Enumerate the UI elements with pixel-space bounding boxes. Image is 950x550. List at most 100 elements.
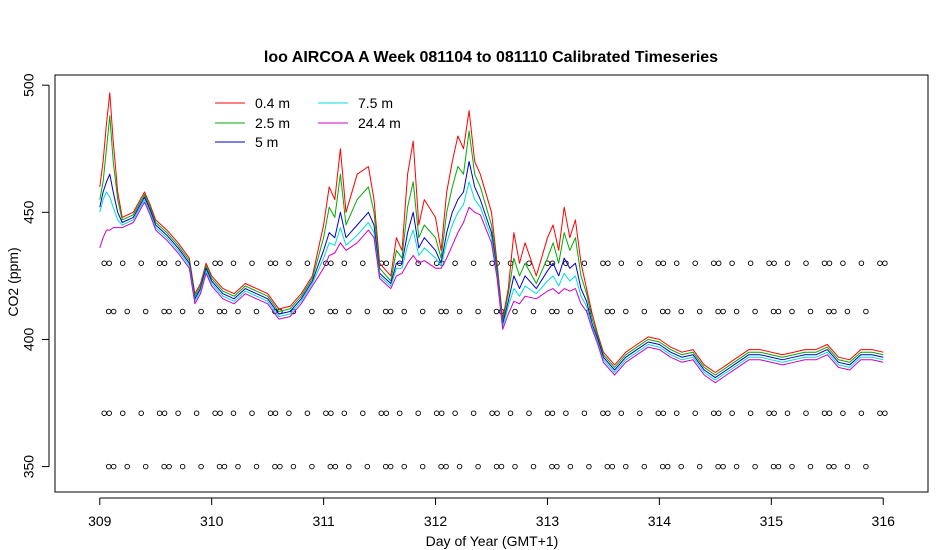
marker-point (831, 463, 837, 470)
y-tick-label: 350 (21, 455, 37, 479)
marker-point (193, 260, 200, 266)
marker-point (119, 260, 126, 266)
marker-point (618, 260, 625, 266)
marker-point (733, 463, 740, 470)
marker-point (600, 260, 606, 266)
marker-point (770, 463, 777, 470)
y-tick-label: 400 (21, 328, 37, 352)
marker-point (249, 410, 255, 416)
marker-point (840, 410, 846, 416)
y-axis: 350 400 450 500 (21, 73, 50, 479)
marker-point (138, 260, 144, 266)
legend-label: 5 m (255, 134, 278, 150)
marker-point (456, 463, 463, 470)
marker-point (770, 308, 777, 315)
marker-point (106, 410, 112, 416)
marker-point (826, 410, 833, 416)
marker-point (328, 260, 334, 266)
marker-point (286, 260, 292, 266)
marker-point (475, 308, 481, 315)
marker-point (124, 463, 130, 470)
marker-point (623, 308, 629, 315)
x-axis-label: Day of Year (GMT+1) (426, 533, 559, 549)
marker-point (526, 260, 532, 266)
marker-point (489, 260, 495, 266)
marker-point (443, 308, 449, 315)
marker-point (858, 260, 865, 266)
marker-point (105, 463, 112, 470)
marker-point (346, 308, 352, 315)
marker-point (364, 308, 371, 315)
marker-point (637, 260, 643, 266)
marker-point (766, 260, 772, 266)
marker-point (309, 308, 315, 315)
marker-point (549, 308, 555, 315)
marker-point (290, 308, 297, 315)
marker-point (272, 410, 279, 416)
marker-point (882, 260, 888, 266)
marker-point (166, 308, 172, 315)
legend-label: 24.4 m (358, 115, 401, 131)
marker-point (332, 463, 339, 470)
legend: 0.4 m 2.5 m 5 m 7.5 m 24.4 m (215, 95, 401, 150)
marker-point (710, 260, 717, 266)
marker-point (161, 410, 168, 416)
marker-point (332, 308, 339, 315)
marker-point (110, 463, 117, 470)
marker-point (660, 410, 667, 416)
marker-point (831, 308, 837, 315)
marker-point (692, 410, 698, 416)
marker-point (554, 308, 560, 315)
marker-point (544, 410, 551, 416)
marker-point (618, 410, 625, 416)
marker-point (641, 463, 648, 470)
marker-point (489, 410, 495, 416)
marker-point (789, 463, 795, 470)
marker-point (673, 410, 680, 416)
marker-point (378, 410, 385, 416)
marker-point (710, 410, 717, 416)
marker-point (230, 260, 237, 266)
marker-point (327, 308, 334, 315)
marker-point (673, 260, 680, 266)
marker-point (775, 308, 782, 315)
marker-point (715, 260, 722, 266)
marker-point (623, 463, 629, 470)
marker-point (175, 260, 181, 266)
plot-frame (54, 74, 929, 493)
marker-point (696, 463, 703, 470)
marker-point (637, 410, 643, 416)
marker-point (863, 463, 869, 470)
series-line-1 (99, 115, 884, 376)
marker-point (212, 260, 218, 266)
marker-point (678, 463, 684, 470)
marker-point (678, 308, 684, 315)
marker-point (419, 308, 426, 315)
marker-point (438, 308, 444, 315)
marker-point (101, 410, 107, 416)
marker-point (604, 463, 611, 470)
marker-point (659, 463, 666, 470)
marker-point (609, 308, 616, 315)
marker-point (161, 260, 168, 266)
chart-title: loo AIRCOA A Week 081104 to 081110 Calib… (264, 49, 718, 66)
marker-point (443, 463, 449, 470)
marker-point (272, 260, 279, 266)
marker-point (803, 410, 809, 416)
marker-point (110, 308, 117, 315)
marker-point (387, 463, 394, 470)
marker-point (771, 260, 777, 266)
marker-point (387, 308, 394, 315)
marker-point (605, 410, 611, 416)
marker-point (784, 410, 791, 416)
marker-point (498, 463, 505, 470)
marker-point (382, 463, 389, 470)
marker-point (858, 410, 865, 416)
marker-point (323, 410, 329, 416)
legend-label: 0.4 m (255, 95, 290, 111)
marker-point (554, 463, 560, 470)
marker-point (253, 308, 260, 315)
marker-point (877, 260, 883, 266)
